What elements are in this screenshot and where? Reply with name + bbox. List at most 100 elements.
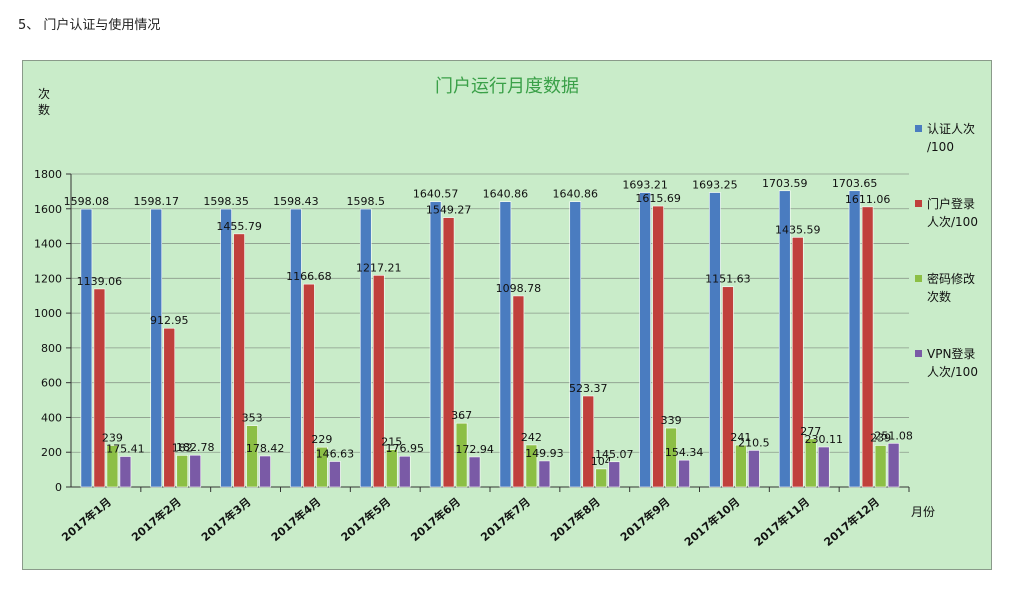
- data-label: 1640.86: [553, 188, 599, 201]
- data-label: 1640.57: [413, 188, 459, 201]
- bar: [678, 459, 690, 488]
- y-tick-label: 0: [55, 481, 62, 494]
- data-label: 146.63: [316, 448, 355, 461]
- data-label: 210.5: [738, 436, 770, 449]
- y-tick-label: 1200: [34, 272, 62, 285]
- chart-container: 门户运行月度数据次数 0 200 400 600 800 1000 1200 1400 1600 1…: [22, 60, 992, 570]
- x-tick-label: 2017年6月: [408, 495, 463, 544]
- legend-label: 人次/100: [927, 215, 978, 229]
- bar: [176, 455, 189, 488]
- data-label: 1703.65: [832, 177, 878, 190]
- legend-label: 认证人次: [927, 122, 975, 136]
- bar: [817, 446, 830, 488]
- data-label: 172.94: [455, 443, 494, 456]
- data-label: 1455.79: [216, 220, 262, 233]
- y-tick-label: 800: [41, 342, 62, 355]
- data-label: 242: [521, 431, 542, 444]
- bar: [735, 444, 747, 488]
- bar: [639, 192, 651, 488]
- bar-chart: 门户运行月度数据次数020040060080010001200140016001…: [34, 76, 978, 549]
- bar: [538, 460, 551, 488]
- data-label: 1549.27: [426, 204, 472, 217]
- legend-swatch: [915, 125, 922, 132]
- data-label: 1598.35: [203, 195, 249, 208]
- bar: [804, 438, 817, 488]
- bar: [748, 450, 760, 488]
- chart-title: 门户运行月度数据: [435, 76, 579, 97]
- data-label: 1598.43: [273, 195, 319, 208]
- bar: [385, 449, 398, 488]
- bar: [582, 395, 595, 488]
- y-tick-label: 1800: [34, 168, 62, 181]
- bar: [93, 288, 106, 488]
- bar: [709, 192, 721, 488]
- bar: [106, 445, 119, 488]
- legend-swatch: [915, 350, 922, 357]
- y-tick-label: 1000: [34, 307, 62, 320]
- data-label: 215: [381, 436, 402, 449]
- data-label: 353: [242, 412, 263, 425]
- y-tick-label: 200: [41, 446, 62, 459]
- data-label: 1693.25: [692, 179, 738, 192]
- data-label: 1640.86: [483, 188, 529, 201]
- data-label: 1611.06: [845, 193, 891, 206]
- bar: [569, 201, 582, 488]
- bar: [874, 445, 887, 488]
- bar: [512, 295, 525, 488]
- bar: [398, 455, 411, 488]
- bar: [220, 208, 232, 488]
- bar: [329, 461, 341, 488]
- data-label: 145.07: [595, 448, 634, 461]
- data-label: 175.41: [106, 442, 145, 455]
- x-tick-label: 2017年9月: [617, 495, 672, 544]
- y-tick-label: 1400: [34, 238, 62, 251]
- data-label: 182: [172, 441, 193, 454]
- y-tick-label: 1600: [34, 203, 62, 216]
- data-label: 339: [661, 414, 682, 427]
- data-label: 176.95: [386, 442, 425, 455]
- bar: [246, 425, 258, 488]
- legend-label: 密码修改: [927, 271, 975, 286]
- bar: [303, 283, 315, 488]
- data-label: 277: [800, 425, 821, 438]
- bar: [259, 455, 271, 488]
- bar: [359, 208, 372, 488]
- data-label: 1166.68: [286, 270, 332, 283]
- data-label: 1435.59: [775, 223, 821, 236]
- data-label: 1703.59: [762, 177, 808, 190]
- bar: [80, 208, 93, 488]
- bar: [665, 427, 677, 488]
- bar: [778, 190, 791, 488]
- data-label: 230.11: [805, 433, 844, 446]
- bar: [722, 286, 734, 488]
- data-label: 182.78: [176, 441, 215, 454]
- x-tick-label: 2017年3月: [198, 495, 253, 544]
- data-label: 241: [730, 431, 751, 444]
- x-tick-label: 2017年12月: [821, 495, 882, 549]
- bar: [848, 190, 861, 488]
- legend-label: /100: [927, 140, 954, 154]
- bar: [525, 444, 538, 488]
- data-label: 1598.08: [64, 195, 110, 208]
- legend-swatch: [915, 200, 922, 207]
- data-label: 1693.21: [622, 179, 668, 192]
- x-tick-label: 2017年2月: [129, 495, 184, 544]
- bar: [791, 237, 804, 488]
- x-tick-label: 2017年1月: [59, 495, 114, 544]
- bar: [316, 446, 328, 488]
- bar: [189, 454, 202, 488]
- bar: [119, 456, 132, 488]
- data-label: 178.42: [246, 442, 285, 455]
- data-label: 1098.78: [496, 282, 542, 295]
- data-label: 1139.06: [77, 275, 123, 288]
- legend-label: VPN登录: [927, 346, 975, 361]
- data-label: 104: [591, 455, 612, 468]
- bar: [887, 443, 900, 488]
- data-label: 367: [451, 409, 472, 422]
- section-heading: 5、 门户认证与使用情况: [18, 18, 161, 33]
- data-label: 154.34: [665, 446, 704, 459]
- legend-label: 门户登录: [927, 196, 975, 211]
- bar: [455, 422, 468, 488]
- data-label: 1598.17: [134, 195, 180, 208]
- data-label: 1151.63: [705, 273, 751, 286]
